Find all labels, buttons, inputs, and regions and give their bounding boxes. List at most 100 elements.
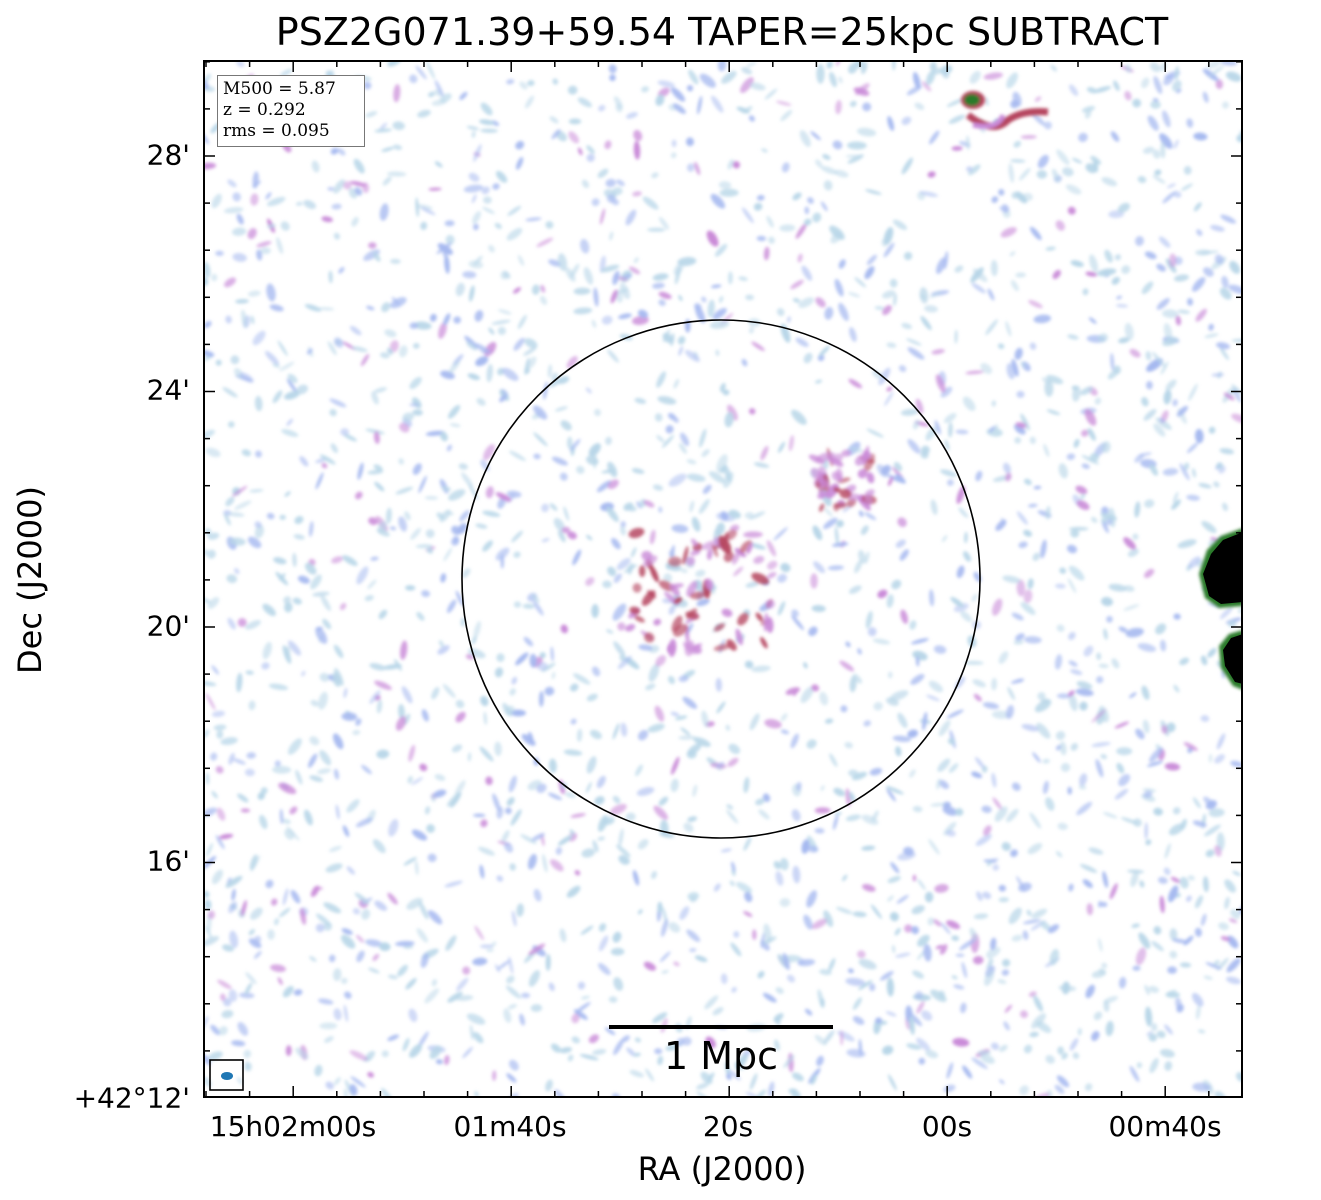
noise-blob — [668, 675, 676, 685]
noise-blob — [706, 230, 719, 247]
noise-blob — [955, 953, 965, 957]
noise-blob — [976, 891, 983, 901]
noise-blob — [236, 672, 243, 693]
noise-blob — [480, 102, 493, 116]
noise-blob — [840, 1030, 844, 1046]
noise-blob — [671, 139, 677, 148]
noise-blob — [1181, 183, 1193, 191]
figure-title: PSZ2G071.39+59.54 TAPER=25kpc SUBTRACT — [275, 10, 1169, 54]
noise-blob — [1162, 337, 1179, 347]
noise-blob — [935, 374, 946, 393]
noise-blob — [714, 243, 728, 257]
noise-blob — [685, 137, 695, 147]
noise-blob — [813, 561, 825, 574]
noise-blob — [531, 833, 545, 841]
noise-blob — [1016, 511, 1028, 525]
noise-blob — [210, 752, 218, 761]
noise-blob — [568, 131, 580, 144]
noise-blob — [1141, 281, 1154, 295]
noise-blob — [277, 340, 288, 357]
noise-blob — [698, 498, 710, 514]
noise-blob — [1179, 876, 1189, 889]
noise-blob — [1091, 742, 1111, 747]
noise-blob — [929, 61, 937, 71]
noise-blob — [751, 341, 765, 351]
noise-blob — [872, 638, 891, 645]
noise-blob — [971, 1057, 988, 1070]
noise-blob — [1008, 907, 1022, 924]
noise-blob — [691, 516, 701, 532]
noise-blob — [632, 191, 642, 197]
noise-blob — [418, 475, 427, 494]
noise-blob — [428, 910, 443, 925]
noise-blob — [1032, 752, 1041, 763]
noise-blob — [1231, 413, 1243, 424]
noise-blob — [573, 287, 591, 295]
noise-blob — [909, 620, 917, 630]
noise-blob — [960, 1002, 967, 1014]
noise-blob — [376, 699, 383, 714]
noise-blob — [402, 1037, 410, 1052]
noise-blob — [1173, 613, 1181, 620]
noise-blob — [1033, 314, 1052, 324]
noise-blob — [883, 242, 895, 258]
noise-blob — [1204, 824, 1221, 837]
noise-blob — [437, 645, 450, 655]
noise-blob — [1115, 304, 1129, 308]
noise-blob — [1167, 183, 1176, 189]
noise-blob — [352, 729, 361, 736]
noise-blob — [707, 1072, 715, 1082]
noise-blob — [696, 598, 710, 607]
noise-blob — [436, 242, 452, 255]
noise-blob — [516, 903, 524, 917]
noise-blob — [1045, 506, 1051, 520]
noise-blob — [849, 100, 857, 107]
noise-blob — [720, 511, 729, 521]
noise-blob — [609, 74, 616, 81]
noise-blob — [572, 549, 582, 566]
noise-blob — [1114, 788, 1129, 800]
noise-blob — [673, 263, 684, 276]
noise-blob — [350, 181, 367, 187]
noise-blob — [270, 964, 286, 973]
noise-blob — [862, 884, 876, 892]
noise-blob — [1151, 941, 1164, 952]
noise-blob — [863, 720, 871, 727]
noise-blob — [780, 323, 791, 343]
noise-blob — [505, 807, 512, 815]
noise-blob — [608, 996, 618, 1003]
noise-blob — [987, 288, 995, 301]
noise-blob — [898, 365, 907, 373]
noise-blob — [958, 507, 969, 518]
noise-blob — [368, 967, 380, 974]
noise-blob — [847, 968, 854, 974]
noise-blob — [998, 897, 1009, 903]
noise-blob — [240, 808, 251, 813]
noise-blob — [483, 711, 487, 725]
noise-blob — [536, 783, 547, 793]
noise-blob — [1202, 91, 1209, 103]
noise-blob — [585, 577, 595, 586]
noise-blob — [780, 713, 788, 722]
noise-blob — [746, 61, 757, 68]
noise-blob — [726, 1073, 732, 1080]
noise-blob — [636, 501, 642, 509]
noise-blob — [948, 422, 953, 438]
noise-blob — [475, 356, 489, 367]
noise-blob — [1072, 385, 1081, 402]
noise-blob — [229, 930, 239, 948]
noise-blob — [406, 897, 423, 910]
noise-blob — [686, 473, 706, 482]
noise-blob — [365, 111, 378, 118]
noise-blob — [551, 671, 556, 680]
noise-blob — [748, 511, 766, 520]
noise-blob — [916, 1037, 931, 1052]
noise-blob — [651, 172, 659, 179]
noise-blob — [415, 197, 419, 217]
y-tick-label: 20' — [146, 609, 190, 643]
noise-blob — [222, 944, 234, 952]
noise-blob — [1110, 352, 1115, 371]
noise-blob — [1156, 263, 1166, 272]
noise-blob — [545, 221, 554, 229]
noise-blob — [1067, 786, 1073, 795]
